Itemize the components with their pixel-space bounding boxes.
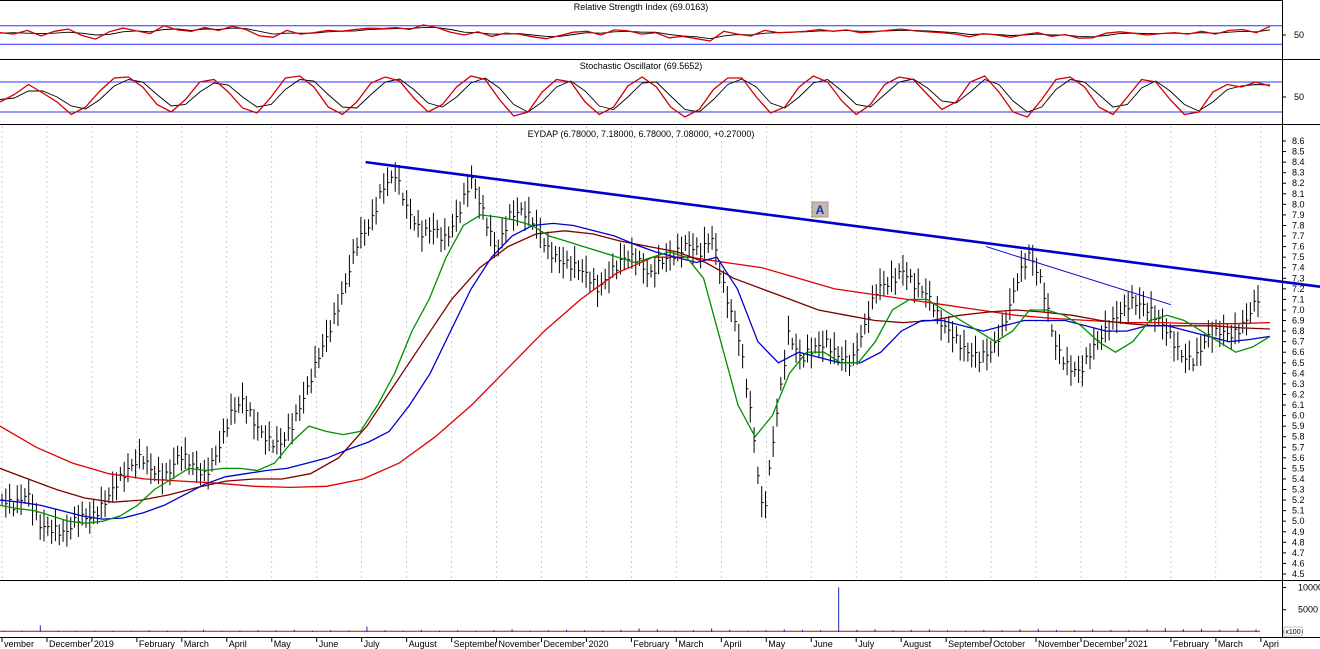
rsi-tick-label: 50 xyxy=(1294,30,1304,40)
x-tick-label: July xyxy=(858,639,875,649)
price-tick-label: 5.0 xyxy=(1292,516,1305,526)
price-tick-label: 7.4 xyxy=(1292,263,1305,273)
price-tick-label: 7.3 xyxy=(1292,273,1305,283)
price-tick-label: 6.1 xyxy=(1292,400,1305,410)
x-tick-label: February xyxy=(633,639,670,649)
price-tick-label: 6.5 xyxy=(1292,358,1305,368)
price-tick-label: 6.8 xyxy=(1292,326,1305,336)
x-tick-label: July xyxy=(364,639,381,649)
x-tick-label: March xyxy=(1218,639,1243,649)
x-tick-label: August xyxy=(903,639,932,649)
price-tick-label: 5.3 xyxy=(1292,485,1305,495)
price-title: EYDAP (6.78000, 7.18000, 6.78000, 7.0800… xyxy=(528,129,755,139)
price-tick-label: 5.5 xyxy=(1292,463,1305,473)
price-tick-label: 8.4 xyxy=(1292,157,1305,167)
x-tick-label: October xyxy=(993,639,1025,649)
x-tick-label: March xyxy=(184,639,209,649)
volume-tick-label: 5000 xyxy=(1298,605,1318,615)
rsi-series-line xyxy=(0,24,1271,42)
price-tick-label: 8.2 xyxy=(1292,178,1305,188)
price-tick-label: 6.6 xyxy=(1292,347,1305,357)
x-tick-label: vember xyxy=(4,639,34,649)
price-tick-label: 6.3 xyxy=(1292,379,1305,389)
x-tick-label: 2019 xyxy=(94,639,114,649)
moving-average-line xyxy=(0,222,1271,520)
volume-scale-label: x100 xyxy=(1285,629,1300,636)
price-tick-label: 5.6 xyxy=(1292,453,1305,463)
price-tick-label: 7.6 xyxy=(1292,242,1305,252)
price-tick-label: 7.9 xyxy=(1292,210,1305,220)
x-tick-label: March xyxy=(678,639,703,649)
annotation-marker: A xyxy=(811,201,829,218)
price-tick-label: 4.5 xyxy=(1292,569,1305,579)
x-tick-label: May xyxy=(768,639,786,649)
moving-average-line xyxy=(0,256,1271,489)
x-tick-label: September xyxy=(948,639,992,649)
price-tick-label: 8.6 xyxy=(1292,136,1305,146)
price-tick-label: 7.0 xyxy=(1292,305,1305,315)
price-tick-label: 5.1 xyxy=(1292,506,1305,516)
x-tick-label: May xyxy=(274,639,292,649)
stoch-series-line xyxy=(0,75,1271,118)
x-tick-label: February xyxy=(139,639,176,649)
x-tick-label: November xyxy=(1038,639,1080,649)
volume-panel: 1000050000 x100 xyxy=(0,580,1320,638)
price-tick-label: 6.4 xyxy=(1292,368,1305,378)
moving-average-line xyxy=(0,214,1271,524)
x-tick-label: 2020 xyxy=(588,639,608,649)
price-tick-label: 4.7 xyxy=(1292,548,1305,558)
price-tick-label: 7.5 xyxy=(1292,252,1305,262)
rsi-title: Relative Strength Index (69.0163) xyxy=(574,2,709,12)
price-tick-label: 6.9 xyxy=(1292,316,1305,326)
secondary-trendline xyxy=(985,246,1171,306)
stoch-series-line xyxy=(0,77,1271,113)
x-tick-label: June xyxy=(319,639,339,649)
price-tick-label: 5.9 xyxy=(1292,421,1305,431)
annotation-box xyxy=(811,201,829,218)
price-tick-label: 7.2 xyxy=(1292,284,1305,294)
x-tick-label: November xyxy=(499,639,541,649)
x-tick-label: February xyxy=(1173,639,1210,649)
price-tick-label: 5.7 xyxy=(1292,442,1305,452)
x-tick-label: 2021 xyxy=(1128,639,1148,649)
x-tick-label: December xyxy=(543,639,585,649)
price-tick-label: 7.8 xyxy=(1292,220,1305,230)
price-tick-label: 8.3 xyxy=(1292,168,1305,178)
x-tick-label: Apri xyxy=(1263,639,1279,649)
volume-tick-label: 10000 xyxy=(1298,582,1320,592)
annotation-label: A xyxy=(816,203,825,217)
stoch-tick-label: 50 xyxy=(1294,92,1304,102)
price-tick-label: 4.8 xyxy=(1292,537,1305,547)
price-tick-label: 7.7 xyxy=(1292,231,1305,241)
price-tick-label: 6.0 xyxy=(1292,411,1305,421)
price-tick-label: 7.1 xyxy=(1292,294,1305,304)
price-tick-label: 8.5 xyxy=(1292,147,1305,157)
price-tick-label: 8.1 xyxy=(1292,189,1305,199)
x-tick-label: April xyxy=(229,639,247,649)
price-tick-label: 5.8 xyxy=(1292,432,1305,442)
price-tick-label: 8.0 xyxy=(1292,199,1305,209)
x-axis: vember December 2019 February March April May J… xyxy=(1,637,1279,649)
price-tick-label: 5.2 xyxy=(1292,495,1305,505)
x-tick-label: April xyxy=(723,639,741,649)
price-tick-label: 6.7 xyxy=(1292,337,1305,347)
stoch-title: Stochastic Oscillator (69.5652) xyxy=(580,61,703,71)
x-tick-label: August xyxy=(409,639,438,649)
price-tick-label: 5.4 xyxy=(1292,474,1305,484)
main-trendline xyxy=(365,160,1320,289)
price-tick-label: 4.9 xyxy=(1292,527,1305,537)
price-tick-label: 4.6 xyxy=(1292,558,1305,568)
stochastic-panel: Stochastic Oscillator (69.5652) 50 xyxy=(0,60,1320,125)
x-tick-label: December xyxy=(49,639,91,649)
x-tick-label: September xyxy=(454,639,498,649)
x-tick-label: December xyxy=(1083,639,1125,649)
price-tick-label: 6.2 xyxy=(1292,389,1305,399)
x-tick-label: June xyxy=(813,639,833,649)
price-panel: EYDAP (6.78000, 7.18000, 6.78000, 7.0800… xyxy=(0,124,1320,581)
rsi-panel: Relative Strength Index (69.0163) 50 xyxy=(0,0,1320,60)
